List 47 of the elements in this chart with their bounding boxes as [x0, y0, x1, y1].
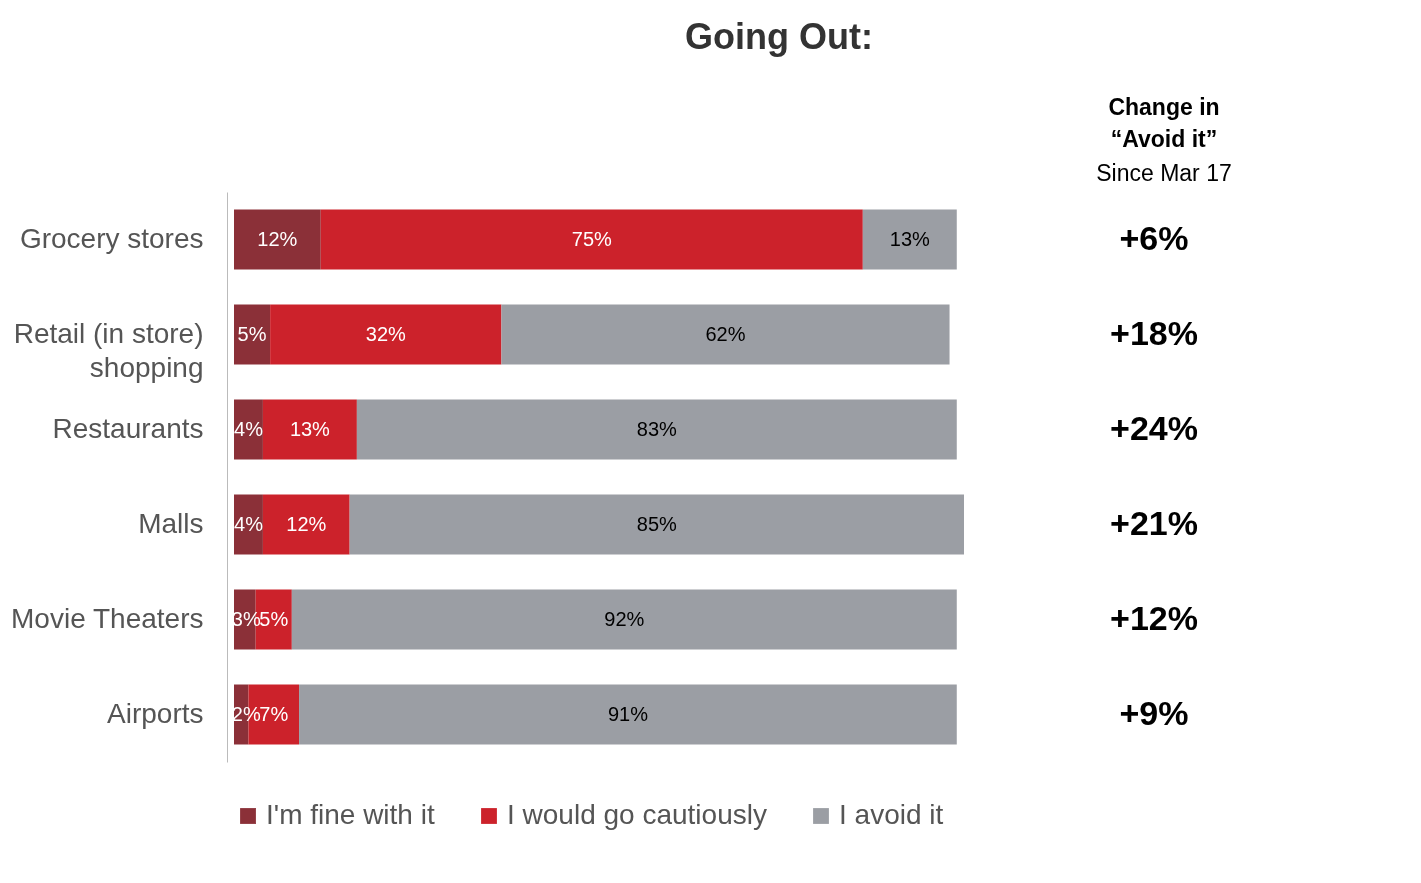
- data-label: 85%: [636, 512, 678, 535]
- data-label: 5%: [237, 322, 267, 345]
- bar: [320, 209, 863, 270]
- data-label: 13%: [889, 227, 931, 250]
- y-tick-label: Movie Theaters: [11, 602, 204, 634]
- text: +18%: [1110, 313, 1198, 352]
- data-label: 7%: [259, 702, 289, 725]
- data-label: 12%: [257, 227, 298, 250]
- text: Since Mar 17: [1096, 160, 1232, 186]
- y-tick-label: Retail (in store) shopping: [13, 317, 204, 383]
- data-label: 12%: [286, 512, 327, 535]
- legend-label: I would go cautiously: [507, 799, 767, 830]
- data-label: 13%: [289, 417, 331, 440]
- data-label: 91%: [607, 702, 649, 725]
- text: +9%: [1119, 693, 1189, 732]
- data-label: 92%: [604, 607, 645, 630]
- bar: [291, 589, 957, 650]
- bar: [862, 209, 957, 270]
- data-label: 75%: [571, 227, 612, 250]
- y-tick-label: Airports: [107, 697, 204, 729]
- bar: [349, 494, 964, 555]
- data-label: 4%: [234, 417, 264, 440]
- text: Change in “Avoid it”: [1108, 94, 1220, 152]
- legend-label: I avoid it: [839, 799, 944, 830]
- bar: [356, 399, 957, 460]
- data-label: 2%: [231, 702, 261, 725]
- y-tick-label: Restaurants: [52, 412, 204, 444]
- data-label: 83%: [636, 417, 678, 440]
- chart-title: Going Out:: [685, 16, 873, 57]
- bar: [234, 209, 321, 270]
- data-label: 3%: [231, 607, 261, 630]
- data-label: 62%: [705, 322, 746, 345]
- bar: [299, 684, 957, 745]
- bar: [262, 494, 350, 555]
- y-tick-label: Grocery stores: [19, 222, 204, 254]
- text: +12%: [1110, 598, 1198, 637]
- data-label: 5%: [259, 607, 289, 630]
- text: +21%: [1110, 503, 1198, 542]
- bar: [270, 304, 502, 365]
- data-label: 4%: [234, 512, 264, 535]
- data-label: 32%: [365, 322, 407, 345]
- legend-label: I'm fine with it: [266, 799, 435, 830]
- y-tick-label: Malls: [138, 507, 204, 539]
- text: +24%: [1110, 408, 1198, 447]
- bar: [501, 304, 950, 365]
- bar: [262, 399, 357, 460]
- text: +6%: [1119, 218, 1189, 257]
